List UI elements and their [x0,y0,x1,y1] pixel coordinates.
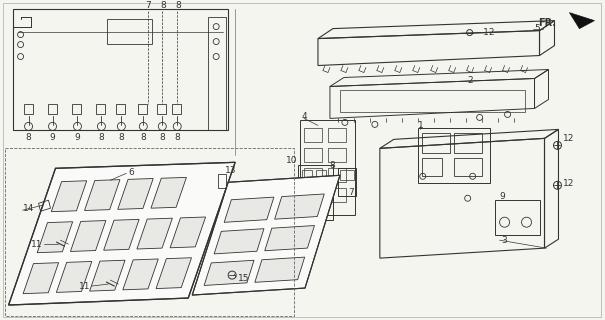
Text: 8: 8 [160,1,166,10]
Text: 8: 8 [174,133,180,142]
Polygon shape [8,162,235,305]
Bar [108,19,152,44]
Bar [340,170,354,180]
Polygon shape [37,222,73,253]
Text: 8: 8 [140,133,146,142]
Bar [328,188,346,202]
Bar [302,185,312,195]
Text: 9: 9 [500,192,505,201]
Bar [328,128,346,142]
Bar [298,165,333,220]
Bar [157,104,166,115]
Bar [116,104,125,115]
Polygon shape [151,177,186,208]
Polygon shape [23,263,59,294]
Bar [96,104,105,115]
Text: 9: 9 [74,133,80,142]
Text: 8: 8 [159,133,165,142]
Polygon shape [192,175,340,295]
Bar [302,200,312,210]
Text: 13: 13 [225,166,237,175]
Polygon shape [265,226,315,251]
Polygon shape [137,218,172,249]
Text: 7: 7 [348,188,354,197]
Text: 8: 8 [99,133,104,142]
Text: 11: 11 [79,282,90,291]
Polygon shape [90,260,125,291]
Text: 7: 7 [145,1,151,10]
Polygon shape [275,194,324,219]
Bar [316,185,326,195]
Polygon shape [255,257,305,282]
Bar [316,200,326,210]
Polygon shape [204,260,254,285]
Text: 9: 9 [50,133,56,142]
Text: 5: 5 [535,24,540,33]
Text: 6: 6 [128,168,134,177]
Bar [454,133,482,153]
Text: 12: 12 [563,179,574,188]
Bar [304,188,322,202]
Text: 15: 15 [238,274,250,283]
Polygon shape [214,229,264,254]
Text: 11: 11 [31,240,42,249]
Bar [13,9,228,130]
Bar [328,148,346,162]
Polygon shape [123,259,159,290]
Bar [302,170,312,180]
Polygon shape [170,217,206,248]
Bar [454,158,482,176]
Text: FR.: FR. [538,18,557,28]
Text: - 12: - 12 [477,28,494,37]
Text: 1: 1 [418,121,423,130]
Bar [422,133,450,153]
Bar [300,120,355,215]
Text: 8: 8 [119,133,124,142]
Bar [304,168,322,182]
Polygon shape [118,179,153,209]
Text: 2: 2 [468,76,473,85]
Polygon shape [56,261,92,292]
Bar [218,174,226,188]
Bar [208,17,226,130]
Text: 8: 8 [25,133,31,142]
Bar [422,158,442,176]
Text: 14: 14 [22,204,34,213]
Bar [73,104,82,115]
Bar [340,91,525,112]
Text: 12: 12 [563,134,574,143]
Polygon shape [156,258,192,289]
Polygon shape [51,181,87,212]
Bar [316,170,326,180]
Bar [304,128,322,142]
Bar [172,104,182,115]
Bar [5,148,294,316]
Polygon shape [103,219,139,250]
Text: 10: 10 [286,156,297,165]
Text: 4: 4 [302,112,307,121]
Bar [48,104,56,115]
Text: 8: 8 [329,161,335,170]
Text: 3: 3 [502,236,508,245]
Bar [328,168,346,182]
Bar [418,128,489,183]
Polygon shape [224,197,274,222]
Bar [304,148,322,162]
Bar [24,104,33,115]
Bar [338,168,356,196]
Polygon shape [569,12,594,28]
Polygon shape [70,220,106,252]
Bar [139,104,147,115]
Polygon shape [85,180,120,211]
Bar [495,200,540,235]
Text: 8: 8 [175,1,181,10]
